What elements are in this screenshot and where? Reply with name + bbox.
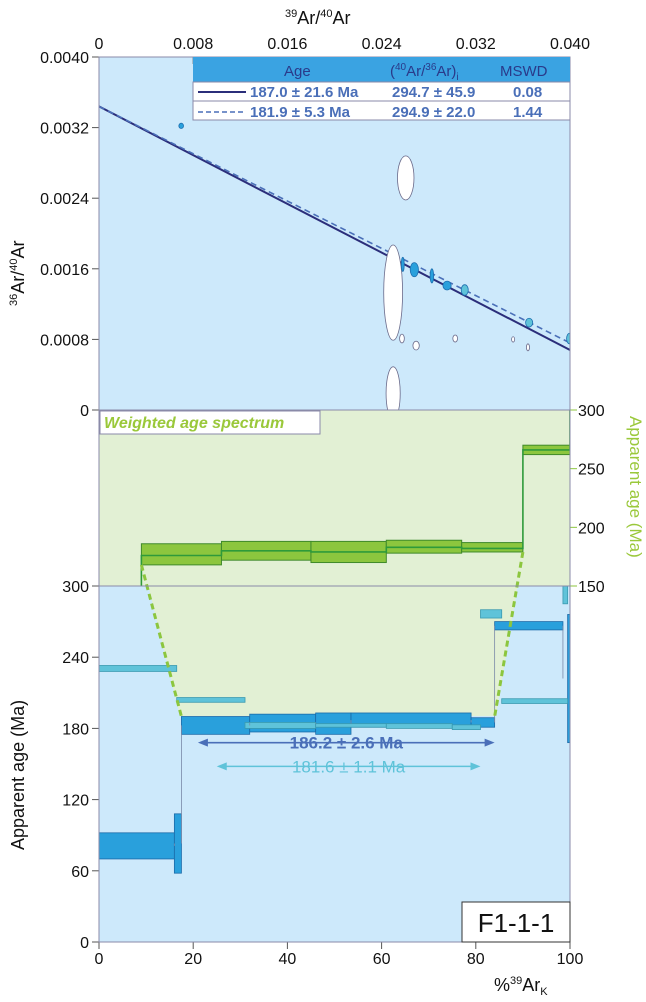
svg-text:F1-1-1: F1-1-1 bbox=[478, 908, 555, 938]
spectrum-step-1-9 bbox=[567, 614, 570, 744]
isochron-point-10 bbox=[400, 256, 405, 272]
spectrum-step-2-2 bbox=[176, 697, 246, 703]
weighted-y-axis-title: Apparent age (Ma) bbox=[626, 416, 645, 558]
top-x-tick-label-5: 0.040 bbox=[550, 36, 590, 53]
spectrum-step-2-6 bbox=[451, 724, 481, 730]
legend-row2-mswd: 1.44 bbox=[513, 104, 543, 121]
legend-row1-age: 187.0 ± 21.6 Ma bbox=[250, 84, 359, 101]
iso-y-tick-label-3: 0.0024 bbox=[40, 191, 89, 208]
spec-y-tick-label-3: 300 bbox=[578, 403, 605, 420]
spectrum-step-2-9 bbox=[562, 586, 569, 605]
top-x-axis-title: 39Ar/40Ar bbox=[285, 8, 351, 28]
spectrum-step-2-8 bbox=[501, 698, 569, 704]
isochron-point-3 bbox=[383, 244, 403, 341]
bot-x-tick-label-4: 80 bbox=[467, 951, 485, 968]
isochron-point-11 bbox=[409, 262, 419, 278]
bot-x-tick-label-2: 40 bbox=[279, 951, 297, 968]
projection-line-right bbox=[493, 551, 525, 717]
bot-y-tick-label-4: 240 bbox=[62, 650, 89, 667]
spec-y-tick-label-0: 150 bbox=[578, 579, 605, 596]
plateau-arrowhead-left-1 bbox=[197, 738, 208, 747]
isochron-point-14 bbox=[460, 284, 469, 296]
isochron-point-2 bbox=[397, 155, 415, 201]
plateau-arrowhead-right-2 bbox=[470, 762, 481, 771]
spectrum-step-1-1 bbox=[99, 832, 175, 860]
legend-row1-mswd: 0.08 bbox=[513, 84, 542, 101]
bot-x-tick-label-5: 100 bbox=[557, 951, 584, 968]
legend-row2-age: 181.9 ± 5.3 Ma bbox=[250, 104, 351, 121]
bot-y-tick-label-0: 0 bbox=[80, 935, 89, 952]
legend-row2-ratio: 294.9 ± 22.0 bbox=[392, 104, 475, 121]
spectrum-step-2-4 bbox=[315, 723, 387, 728]
spectrum-step-2-1 bbox=[99, 665, 178, 672]
spectrum-step-1-3 bbox=[181, 716, 251, 735]
weighted-step-5 bbox=[461, 542, 524, 553]
iso-y-tick-label-5: 0.0040 bbox=[40, 50, 89, 67]
top-x-tick-label-2: 0.016 bbox=[267, 36, 307, 53]
bot-x-tick-label-3: 60 bbox=[373, 951, 391, 968]
plateau-label-1: 186.2 ± 2.6 Ma bbox=[290, 734, 404, 753]
weighted-step-outline bbox=[140, 410, 570, 586]
isochron-point-4 bbox=[385, 366, 401, 410]
isochron-point-5 bbox=[399, 333, 405, 344]
top-x-tick-label-1: 0.008 bbox=[173, 36, 213, 53]
isochron-line-dashed bbox=[99, 105, 570, 344]
legend-header-age: Age bbox=[284, 63, 311, 80]
isochron-line-solid bbox=[99, 105, 570, 351]
iso-y-tick-label-0: 0 bbox=[80, 403, 89, 420]
spectrum-step-2-3 bbox=[244, 722, 317, 729]
isochron-point-13 bbox=[442, 280, 452, 291]
bot-y-tick-label-2: 120 bbox=[62, 793, 89, 810]
top-x-tick-label-0: 0 bbox=[95, 36, 104, 53]
spectrum-projection-band bbox=[142, 560, 522, 716]
iso-y-tick-label-4: 0.0032 bbox=[40, 121, 89, 138]
legend-header-ratio: (40Ar/36Ar)i bbox=[390, 62, 459, 83]
isochron-point-9 bbox=[526, 343, 530, 352]
isochron-legend: Age (40Ar/36Ar)i MSWD 187.0 ± 21.6 Ma 29… bbox=[192, 57, 571, 121]
weighted-step-1 bbox=[140, 543, 222, 566]
spectrum-step-1-2 bbox=[173, 813, 182, 874]
spec-y-tick-label-2: 250 bbox=[578, 462, 605, 479]
iso-y-tick-label-2: 0.0016 bbox=[40, 262, 89, 279]
spec-y-tick-label-1: 200 bbox=[578, 520, 605, 537]
isochron-point-8 bbox=[511, 336, 516, 343]
isochron-point-7 bbox=[452, 334, 458, 343]
isochron-point-1 bbox=[178, 122, 184, 129]
plateau-label-2: 181.6 ± 1.1 Ma bbox=[292, 757, 406, 776]
svg-text:Weighted age spectrum: Weighted age spectrum bbox=[104, 415, 284, 432]
legend-row1-ratio: 294.7 ± 45.9 bbox=[392, 84, 475, 101]
spectrum-step-2-7 bbox=[480, 609, 503, 619]
spectrum-step-1-8 bbox=[494, 621, 564, 631]
bot-y-tick-label-5: 300 bbox=[62, 579, 89, 596]
projection-line-left bbox=[139, 564, 183, 717]
isochron-point-6 bbox=[412, 340, 420, 351]
weighted-spectrum-title: Weighted age spectrum bbox=[99, 410, 321, 435]
legend-header-mswd: MSWD bbox=[500, 63, 548, 80]
bot-y-tick-label-3: 180 bbox=[62, 721, 89, 738]
bot-y-tick-label-1: 60 bbox=[71, 864, 89, 881]
isochron-point-15 bbox=[525, 317, 534, 328]
plateau-arrowhead-left-2 bbox=[216, 762, 227, 771]
bottom-x-axis-title: %39ArK bbox=[494, 975, 548, 998]
bot-x-tick-label-0: 0 bbox=[95, 951, 104, 968]
plateau-arrowhead-right-1 bbox=[484, 738, 495, 747]
iso-y-tick-label-1: 0.0008 bbox=[40, 332, 89, 349]
isochron-point-12 bbox=[429, 268, 435, 284]
isochron-y-axis-title: 36Ar/40Ar bbox=[8, 240, 28, 306]
bot-x-tick-label-1: 20 bbox=[184, 951, 202, 968]
spectrum-step-2-5 bbox=[385, 723, 453, 729]
top-x-tick-label-4: 0.032 bbox=[456, 36, 496, 53]
sample-label: F1-1-1 bbox=[461, 901, 571, 943]
spectrum-y-axis-title: Apparent age (Ma) bbox=[8, 700, 28, 850]
top-x-tick-label-3: 0.024 bbox=[362, 36, 402, 53]
